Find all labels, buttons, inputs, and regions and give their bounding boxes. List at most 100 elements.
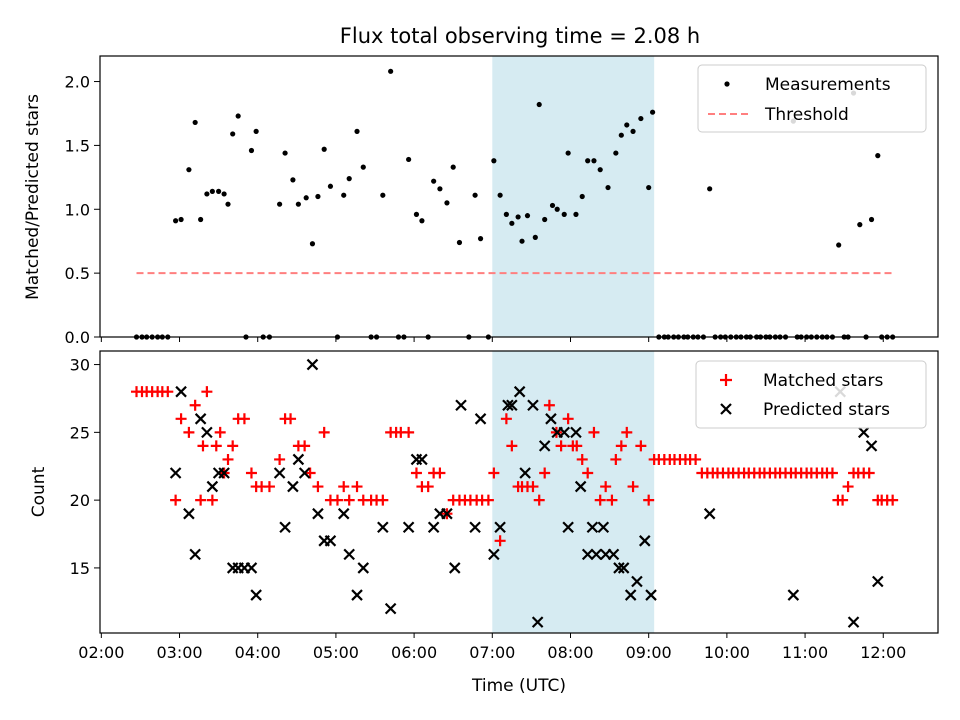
predicted-star-point: [872, 575, 884, 588]
measurement-point: [857, 222, 863, 228]
predicted-star-point: [169, 467, 182, 479]
matched-star-point: [837, 494, 849, 506]
predicted-star-point: [502, 399, 514, 412]
matched-star-point: [434, 467, 446, 479]
measurement-point: [235, 113, 241, 119]
matched-star-point: [863, 467, 875, 479]
measurement-point: [509, 220, 515, 226]
measurement-point: [549, 202, 556, 209]
matched-star-point: [527, 481, 539, 493]
legend-label-threshold: Threshold: [764, 105, 849, 125]
measurement-point: [327, 183, 334, 189]
measurement-point: [388, 68, 394, 74]
bottom-y-tick-label: 30: [70, 356, 90, 375]
bottom-y-tick-label: 15: [70, 559, 90, 578]
predicted-star-point: [273, 467, 286, 479]
predicted-star-point: [194, 413, 207, 425]
measurement-point: [380, 192, 386, 198]
measurement-point: [542, 216, 548, 223]
top-y-tick-label: 0.0: [65, 328, 90, 347]
legend-marker-predicted: [720, 403, 732, 415]
predicted-star-point: [298, 467, 311, 479]
matched-star-point: [610, 453, 622, 465]
chart-title: Flux total observing time = 2.08 h: [340, 24, 700, 48]
predicted-star-point: [441, 507, 453, 520]
predicted-star-point: [351, 589, 363, 601]
predicted-star-point: [416, 453, 428, 466]
predicted-star-point: [250, 589, 262, 601]
matched-star-point: [488, 467, 500, 479]
matched-star-point: [555, 440, 567, 452]
matched-star-point: [627, 481, 639, 493]
measurement-point: [613, 150, 619, 156]
measurement-point: [624, 122, 630, 128]
matched-star-point: [494, 535, 506, 547]
bottom-y-axis-label: Count: [29, 466, 49, 517]
measurement-point: [198, 216, 204, 223]
matched-star-point: [245, 467, 257, 479]
predicted-star-point: [638, 535, 651, 547]
measurement-point: [360, 164, 366, 170]
matched-star-point: [500, 413, 512, 425]
measurement-point: [875, 153, 881, 159]
predicted-star-point: [469, 521, 481, 534]
predicted-star-point: [448, 562, 461, 574]
matched-star-point: [643, 494, 655, 506]
measurement-point: [186, 167, 192, 173]
measurement-point: [515, 214, 521, 220]
predicted-star-point: [865, 440, 878, 452]
predicted-star-point: [645, 589, 657, 601]
predicted-star-point: [474, 413, 487, 425]
predicted-star-point: [607, 548, 620, 561]
measurement-point: [253, 128, 259, 134]
matched-star-point: [263, 481, 275, 493]
top-y-tick-label: 2.0: [65, 73, 90, 92]
measurement-point: [295, 201, 301, 207]
measurement-point: [413, 211, 420, 217]
top-axes-frame: [99, 55, 939, 338]
measurement-point: [561, 211, 567, 217]
matched-star-point: [338, 481, 350, 493]
top-highlight-span: [492, 56, 655, 337]
measurement-point: [836, 242, 842, 248]
bottom-axes-frame: [99, 350, 939, 634]
legend-label-predicted: Predicted stars: [763, 400, 890, 420]
measurement-point: [277, 201, 283, 207]
bottom-x-tick-label: 12:00: [860, 643, 906, 662]
bottom-x-tick-label: 08:00: [547, 643, 593, 662]
predicted-star-point: [488, 548, 500, 561]
matched-star-point: [539, 467, 551, 479]
top-y-tick-label: 1.5: [65, 136, 90, 155]
matched-star-point: [562, 413, 574, 425]
measurement-point: [230, 131, 236, 137]
matched-star-point: [506, 440, 518, 452]
predicted-star-point: [343, 548, 355, 561]
measurement-point: [472, 192, 478, 198]
measurement-point: [597, 167, 603, 173]
bottom-x-tick-label: 09:00: [626, 643, 672, 662]
matched-star-point: [285, 413, 297, 425]
predicted-star-point: [617, 562, 630, 574]
matched-star-point: [690, 453, 702, 465]
predicted-star-point: [787, 589, 800, 601]
top-legend-box: [697, 64, 927, 133]
matched-star-point: [189, 399, 201, 411]
predicted-star-point: [558, 426, 571, 439]
matched-star-point: [635, 440, 647, 452]
predicted-star-point: [597, 521, 610, 534]
measurement-point: [303, 195, 309, 201]
predicted-star-point: [175, 385, 187, 398]
measurement-point: [204, 191, 210, 197]
bottom-panel: 15 20 25 30 02:00 03:00 04:00 05:00 06:00 07:00 08…: [29, 350, 939, 696]
matched-star-point: [403, 426, 415, 438]
predicted-star-point: [574, 480, 587, 493]
measurement-point: [630, 128, 636, 134]
predicted-star-point: [279, 521, 291, 534]
matched-star-point: [571, 440, 583, 452]
matched-star-point: [482, 494, 494, 506]
predicted-star-point: [494, 521, 506, 534]
matched-star-point: [588, 426, 600, 438]
predicted-star-point: [703, 507, 716, 520]
predicted-star-point: [857, 426, 870, 439]
